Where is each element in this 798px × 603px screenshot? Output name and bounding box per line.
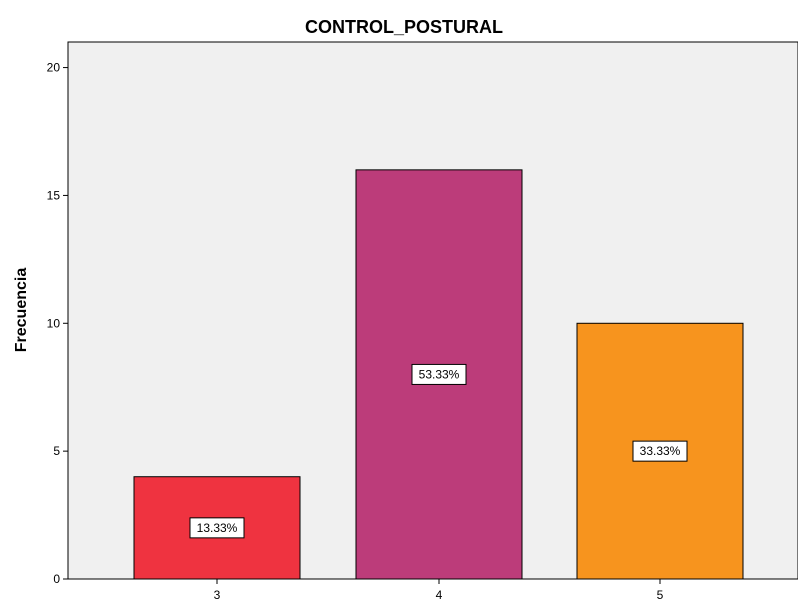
data-label: 13.33% (197, 521, 238, 535)
y-axis-label: Frecuencia (13, 268, 30, 353)
y-ticks-layer: 0 5 10 15 20 (47, 61, 68, 586)
data-label-box (632, 440, 688, 462)
x-ticks-layer: 3 4 5 (214, 579, 664, 602)
y-tick-label: 10 (47, 316, 61, 330)
data-label: 53.33% (419, 367, 460, 381)
y-tick-label: 5 (53, 444, 60, 458)
data-label-box (189, 517, 245, 539)
y-tick-label: 15 (47, 188, 61, 202)
chart-title: CONTROL_POSTURAL (305, 17, 503, 37)
x-tick-label: 3 (214, 588, 221, 602)
data-labels-layer: 13.33% 53.33% 33.33% (189, 363, 688, 539)
x-tick-label: 4 (436, 588, 443, 602)
x-tick-label: 5 (657, 588, 664, 602)
data-label-box (411, 363, 467, 385)
data-label: 33.33% (640, 444, 681, 458)
y-tick-label: 0 (53, 572, 60, 586)
y-tick-label: 20 (47, 61, 61, 75)
